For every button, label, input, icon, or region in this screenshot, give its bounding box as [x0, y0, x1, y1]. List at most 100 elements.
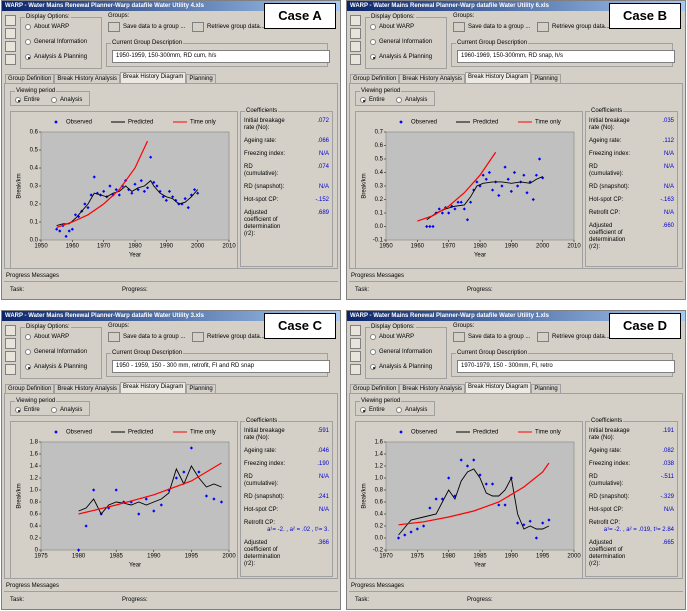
toolbar-icon[interactable] — [350, 325, 361, 336]
toolbar-icon[interactable] — [350, 364, 361, 375]
x-tick-label: 1980 — [473, 244, 487, 250]
toolbar-icon[interactable] — [350, 28, 361, 39]
observed-point — [136, 188, 140, 192]
observed-point — [197, 470, 201, 474]
tab[interactable]: Break History Diagram — [120, 72, 187, 84]
radio-dot — [360, 407, 366, 413]
retrieve-button[interactable]: Retrieve group data... — [192, 332, 265, 342]
radio-option[interactable]: Entire — [360, 407, 385, 413]
radio-option[interactable]: About WARP — [370, 24, 414, 30]
radio-option[interactable]: Analysis — [396, 97, 427, 103]
x-tick-label: 2010 — [222, 244, 236, 250]
coefficient-row: Adjusted coefficient of determination (r… — [244, 210, 329, 238]
x-tick-label: 1980 — [128, 244, 142, 250]
observed-point — [73, 213, 78, 217]
toolbar-icon[interactable] — [5, 54, 16, 65]
legend-label: Time only — [190, 120, 216, 126]
toolbar-icon[interactable] — [5, 351, 16, 362]
retrieve-button[interactable]: Retrieve group data... — [537, 22, 610, 32]
tab[interactable]: Group Definition — [5, 74, 55, 84]
coefficient-row: RD (cumulative): N/A — [244, 474, 329, 488]
group-label: Current Group Description — [456, 40, 529, 46]
save-button[interactable]: Save data to a group ... — [108, 332, 185, 342]
toolbar-icon[interactable] — [5, 28, 16, 39]
radio-dot — [360, 97, 366, 103]
save-button[interactable]: Save data to a group ... — [108, 22, 185, 32]
viewing-period: Viewing period Entire Analysis — [355, 398, 435, 416]
radio-option[interactable]: General Information — [370, 349, 432, 355]
toolbar-icon[interactable] — [5, 338, 16, 349]
coefficient-value: .591 — [317, 428, 329, 434]
save-button[interactable]: Save data to a group ... — [453, 22, 530, 32]
observed-point — [434, 497, 438, 501]
radio-option[interactable]: General Information — [25, 39, 87, 45]
tab[interactable]: Break History Diagram — [465, 72, 532, 84]
radio-option[interactable]: Analysis & Planning — [25, 364, 87, 370]
toolbar-icon[interactable] — [350, 54, 361, 65]
current-group: Current Group Description 1950-1959, 150-… — [106, 40, 330, 67]
observed-point — [117, 193, 121, 197]
radio-option[interactable]: Analysis & Planning — [370, 364, 432, 370]
tab[interactable]: Break History Analysis — [399, 384, 466, 394]
observed-point — [497, 503, 501, 507]
toolbar-icon[interactable] — [350, 351, 361, 362]
tab[interactable]: Break History Analysis — [54, 384, 121, 394]
coefficient-value: N/A — [663, 507, 674, 513]
tab[interactable]: Planning — [186, 74, 216, 84]
tab[interactable]: Break History Analysis — [399, 74, 466, 84]
radio-option[interactable]: Analysis — [51, 97, 82, 103]
toolbar-icon[interactable] — [350, 338, 361, 349]
coefficient-row: Adjusted coefficient of determination (r… — [589, 540, 674, 568]
toolbar-icon[interactable] — [5, 41, 16, 52]
app-window: WARP - Water Mains Renewal Planner-Warp … — [346, 0, 686, 300]
radio-option[interactable]: Entire — [15, 407, 40, 413]
toolbar-icon[interactable] — [350, 15, 361, 26]
observed-point — [114, 488, 118, 492]
radio-option[interactable]: Entire — [360, 97, 385, 103]
tab[interactable]: Group Definition — [350, 74, 400, 84]
retrieve-button[interactable]: Retrieve group data... — [192, 22, 265, 32]
radio-option[interactable]: Analysis — [51, 407, 82, 413]
radio-option[interactable]: About WARP — [25, 334, 69, 340]
tab[interactable]: Planning — [531, 74, 561, 84]
radio-option[interactable]: General Information — [25, 349, 87, 355]
radio-label: About WARP — [34, 24, 70, 30]
radio-option[interactable]: About WARP — [370, 334, 414, 340]
radio-dot — [396, 407, 402, 413]
group-label: Coefficients — [590, 108, 624, 114]
toolbar-icon[interactable] — [5, 15, 16, 26]
group-label: Viewing period — [360, 88, 402, 94]
y-axis-title: Break/km — [17, 483, 23, 508]
radio-option[interactable]: Entire — [15, 97, 40, 103]
tab[interactable]: Break History Diagram — [465, 382, 532, 394]
tab[interactable]: Planning — [531, 384, 561, 394]
retrieve-button[interactable]: Retrieve group data... — [537, 332, 610, 342]
radio-option[interactable]: General Information — [370, 39, 432, 45]
radio-label: General Information — [379, 349, 433, 355]
radio-option[interactable]: Analysis & Planning — [370, 54, 432, 60]
series-line — [56, 179, 199, 227]
toolbar-icon[interactable] — [5, 364, 16, 375]
radio-dot — [370, 364, 376, 370]
y-tick-label: 0.1 — [30, 220, 39, 226]
radio-option[interactable]: Analysis & Planning — [25, 54, 87, 60]
button-icon — [192, 22, 204, 32]
tab[interactable]: Planning — [186, 384, 216, 394]
tab[interactable]: Group Definition — [5, 384, 55, 394]
toolbar-icon[interactable] — [350, 41, 361, 52]
coefficient-label: Ageing rate: — [244, 138, 277, 144]
save-button[interactable]: Save data to a group ... — [453, 332, 530, 342]
case-label: Case B — [609, 3, 681, 29]
radio-dot — [396, 97, 402, 103]
tab[interactable]: Break History Analysis — [54, 74, 121, 84]
tab[interactable]: Break History Diagram — [120, 382, 187, 394]
tab[interactable]: Group Definition — [350, 384, 400, 394]
coefficient-row: Freezing index: N/A — [244, 151, 329, 158]
radio-option[interactable]: Analysis — [396, 407, 427, 413]
tab-bar: Group Definition Break History Analysis Br… — [350, 72, 561, 84]
radio-option[interactable]: About WARP — [25, 24, 69, 30]
toolbar-icon[interactable] — [5, 325, 16, 336]
coefficient-row: Hot-spot CP: N/A — [244, 507, 329, 514]
coefficient-value: .190 — [317, 461, 329, 467]
observed-point — [58, 229, 62, 233]
